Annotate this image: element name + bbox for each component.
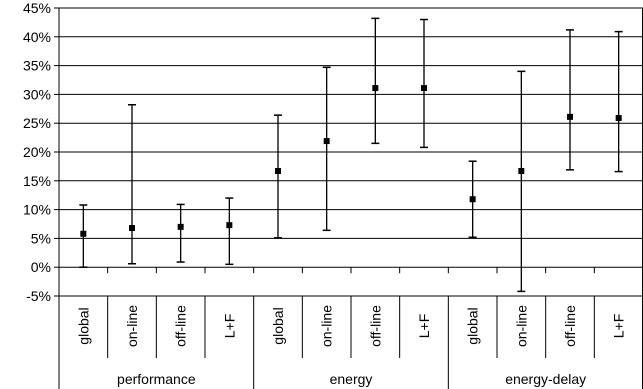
gridlines <box>54 7 643 297</box>
data-point-energy-global <box>274 114 282 239</box>
group-label: performance <box>117 371 196 387</box>
category-label: global <box>75 307 91 344</box>
group-label: energy-delay <box>505 371 586 387</box>
data-point-marker <box>567 113 573 120</box>
y-tick-label: 35% <box>23 58 51 74</box>
y-tick-label: -5% <box>26 288 51 304</box>
y-tick-label: 45% <box>23 0 51 16</box>
group-label: energy <box>330 371 373 387</box>
data-point-performance-on-line <box>128 104 136 265</box>
y-tick-label: 5% <box>31 230 51 246</box>
data-point-marker <box>323 138 330 145</box>
group-labels: performance energy energy-delay <box>117 371 586 387</box>
data-point-performance-L+F <box>225 197 234 266</box>
category-label: off-line <box>173 305 189 347</box>
y-tick-label: 15% <box>23 173 51 189</box>
error-bars <box>79 17 623 293</box>
category-label: global <box>465 307 481 344</box>
data-point-marker <box>129 225 135 232</box>
data-point-marker <box>226 222 233 229</box>
category-label: L+F <box>221 314 237 339</box>
data-point-energy-L+F <box>420 18 428 149</box>
data-point-energy-off-line <box>371 17 380 145</box>
data-point-marker <box>469 196 476 203</box>
data-point-marker <box>615 115 622 122</box>
y-axis-tick-labels: -5% 0% 5% 10% 15% 20% 25% 30% 35% 40% 45% <box>23 0 51 304</box>
data-point-energy-delay-global <box>468 160 477 238</box>
data-point-energy-delay-L+F <box>614 30 623 173</box>
data-point-marker <box>518 168 525 175</box>
data-point-energy-on-line <box>322 66 331 232</box>
y-tick-label: 25% <box>23 115 51 131</box>
data-point-marker <box>275 168 281 175</box>
category-label: off-line <box>562 305 578 347</box>
data-point-energy-delay-on-line <box>517 70 526 293</box>
category-label: global <box>270 307 286 344</box>
category-labels: global on-line off-line L+F global on-line off… <box>75 305 626 347</box>
data-point-marker <box>177 223 184 230</box>
category-label: L+F <box>416 314 432 339</box>
category-label: L+F <box>611 314 627 339</box>
data-point-energy-delay-off-line <box>566 29 574 171</box>
category-label: on-line <box>319 305 335 347</box>
data-point-performance-global <box>79 204 88 268</box>
y-tick-label: 20% <box>23 144 51 160</box>
data-point-marker <box>421 85 427 92</box>
category-label: on-line <box>513 305 529 347</box>
y-tick-label: 0% <box>31 259 51 275</box>
data-point-marker <box>80 230 87 237</box>
data-point-marker <box>372 85 379 92</box>
category-label: off-line <box>367 305 383 347</box>
y-tick-label: 30% <box>23 86 51 102</box>
y-tick-label: 40% <box>23 29 51 45</box>
data-point-performance-off-line <box>176 203 185 263</box>
category-label: on-line <box>124 305 140 347</box>
y-tick-label: 10% <box>23 202 51 218</box>
